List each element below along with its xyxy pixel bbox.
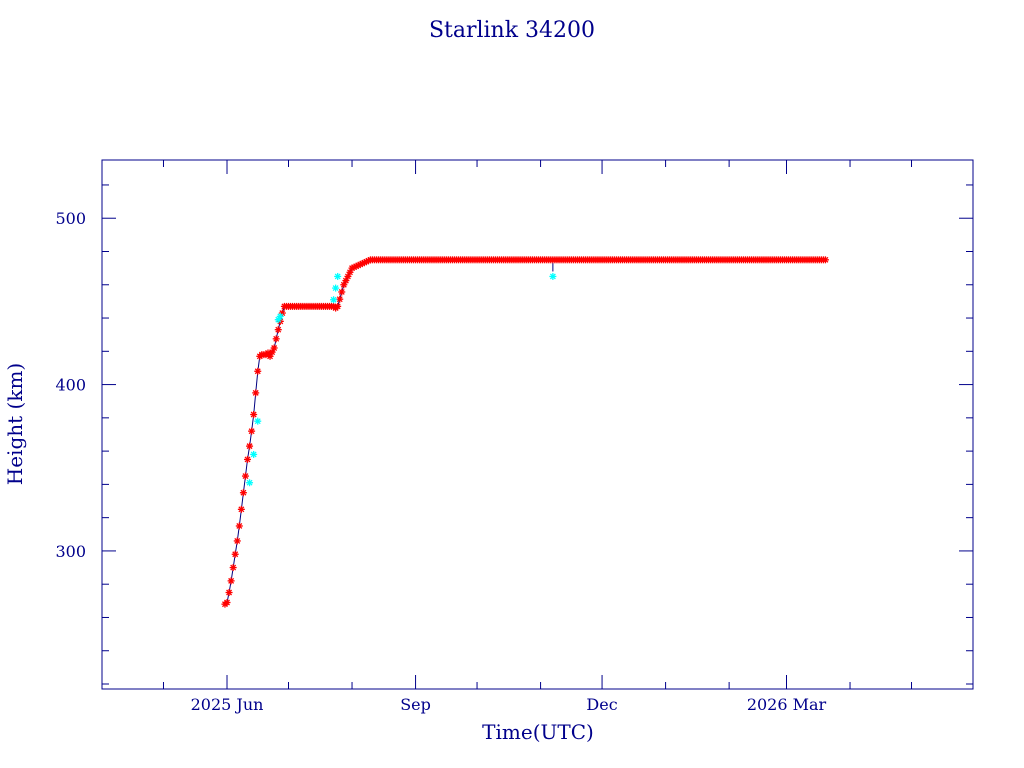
data-point bbox=[332, 284, 340, 292]
data-point bbox=[272, 335, 280, 343]
data-point bbox=[334, 302, 342, 310]
x-tick-label: 2025 Jun bbox=[191, 695, 264, 714]
data-point bbox=[233, 537, 241, 545]
x-tick-labels: 2025 Jun Sep Dec 2026 Mar bbox=[191, 695, 827, 714]
data-point bbox=[270, 344, 278, 352]
series-line bbox=[224, 259, 826, 605]
data-point bbox=[336, 295, 344, 303]
data-point bbox=[237, 505, 245, 513]
x-tick-label: Sep bbox=[400, 695, 431, 714]
chart-title: Starlink 34200 bbox=[429, 18, 595, 43]
data-point bbox=[250, 450, 258, 458]
data-point bbox=[250, 411, 258, 419]
y-axis-label: Height (km) bbox=[3, 363, 27, 485]
data-point bbox=[231, 550, 239, 558]
data-lines bbox=[224, 259, 826, 605]
data-point bbox=[254, 367, 262, 375]
data-point bbox=[241, 472, 249, 480]
y-tick-labels: 300 400 500 bbox=[55, 209, 86, 561]
data-point bbox=[246, 442, 254, 450]
data-point bbox=[254, 417, 262, 425]
data-point bbox=[330, 296, 338, 304]
data-point bbox=[274, 326, 282, 334]
axis-ticks bbox=[101, 160, 973, 689]
plot-frame bbox=[101, 159, 974, 690]
data-point bbox=[235, 522, 243, 530]
data-point bbox=[248, 427, 256, 435]
data-point bbox=[338, 288, 346, 296]
data-point bbox=[223, 598, 231, 606]
data-point bbox=[252, 389, 260, 397]
y-tick-label: 300 bbox=[55, 542, 86, 561]
x-tick-label: Dec bbox=[586, 695, 617, 714]
data-point bbox=[225, 589, 233, 597]
y-tick-label: 400 bbox=[55, 376, 86, 395]
y-tick-label: 500 bbox=[55, 209, 86, 228]
data-point bbox=[246, 479, 254, 487]
data-point bbox=[239, 489, 247, 497]
x-axis-label: Time(UTC) bbox=[482, 720, 594, 744]
data-point bbox=[227, 577, 235, 585]
data-points bbox=[221, 256, 829, 608]
data-point bbox=[334, 272, 342, 280]
data-point bbox=[821, 256, 829, 264]
data-point bbox=[244, 455, 252, 463]
data-point bbox=[549, 272, 557, 280]
data-point bbox=[276, 312, 284, 320]
x-tick-label: 2026 Mar bbox=[747, 695, 827, 714]
data-point bbox=[229, 564, 237, 572]
